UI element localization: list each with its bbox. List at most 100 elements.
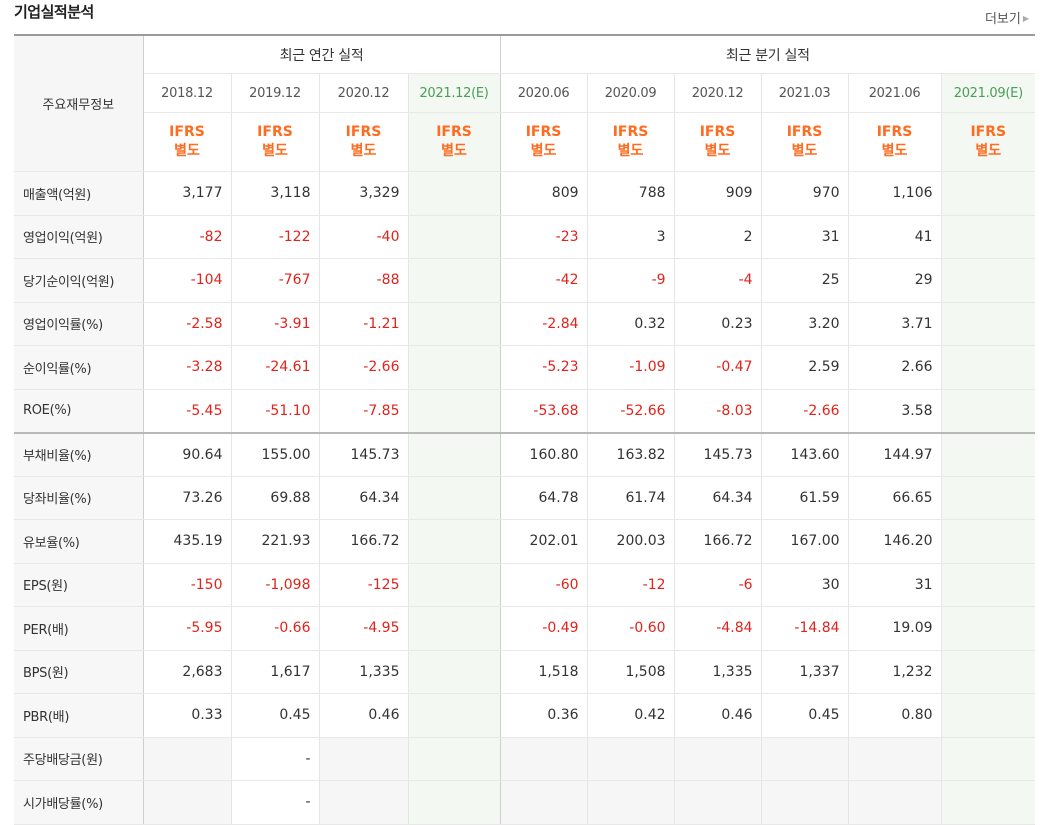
table-cell: 0.45	[761, 693, 849, 738]
table-cell	[319, 737, 409, 781]
table-cell: -0.66	[231, 606, 320, 651]
ifrs-line1: IFRS	[169, 124, 205, 140]
table-cell	[941, 780, 1036, 825]
section-title: 기업실적분석	[14, 3, 94, 21]
table-cell	[408, 606, 501, 651]
period-header: 2021.06	[848, 73, 942, 113]
table-row: EPS(원) -150 -1,098 -125 -60 -12 -6 30 31	[14, 563, 1036, 607]
table-cell: 0.23	[674, 302, 762, 346]
ifrs-badge: IFRS 별도	[500, 112, 588, 172]
annual-group-header: 최근 연간 실적	[143, 34, 501, 74]
table-cell: -12	[587, 563, 675, 607]
table-cell: -23	[500, 215, 588, 259]
table-row: 영업이익(억원) -82 -122 -40 -23 3 2 31 41	[14, 215, 1036, 259]
table-cell: 160.80	[500, 432, 588, 477]
ifrs-line2: 별도	[350, 143, 377, 159]
table-cell: 200.03	[587, 519, 675, 564]
table-cell	[941, 258, 1036, 303]
table-cell	[408, 389, 501, 434]
table-cell: 31	[761, 215, 849, 259]
table-cell: 3	[587, 215, 675, 259]
table-cell: 19.09	[848, 606, 942, 651]
ifrs-line2: 별도	[617, 143, 644, 159]
table-cell	[941, 171, 1036, 216]
ifrs-line1: IFRS	[257, 124, 293, 140]
table-cell	[941, 345, 1036, 390]
table-cell	[319, 780, 409, 825]
table-cell: 155.00	[231, 432, 320, 477]
period-header: 2020.12	[319, 73, 409, 113]
table-cell	[941, 476, 1036, 520]
table-body: 매출액(억원) 3,177 3,118 3,329 809 788 909 970 1,106 영…	[14, 171, 1036, 825]
table-cell: -150	[143, 563, 232, 607]
table-cell	[941, 302, 1036, 346]
table-cell: 145.73	[319, 432, 409, 477]
table-cell	[408, 780, 501, 825]
table-cell	[941, 432, 1036, 477]
period-header: 2019.12	[231, 73, 320, 113]
table-cell	[848, 780, 942, 825]
table-cell	[408, 171, 501, 216]
ifrs-line2: 별도	[791, 143, 818, 159]
table-cell: 202.01	[500, 519, 588, 564]
table-cell: -3.28	[143, 345, 232, 390]
more-link[interactable]: 더보기 ▶	[985, 8, 1029, 27]
ifrs-line2: 별도	[704, 143, 731, 159]
table-cell: -42	[500, 258, 588, 303]
table-cell	[500, 737, 588, 781]
table-cell	[408, 519, 501, 564]
table-cell: -60	[500, 563, 588, 607]
table-cell	[941, 215, 1036, 259]
table-cell: 2,683	[143, 650, 232, 694]
table-cell	[408, 693, 501, 738]
ifrs-line1: IFRS	[786, 124, 823, 140]
table-cell: 41	[848, 215, 942, 259]
table-cell	[941, 606, 1036, 651]
table-row: 영업이익률(%) -2.58 -3.91 -1.21 -2.84 0.32 0.23 3.20…	[14, 302, 1036, 346]
ifrs-line1: IFRS	[876, 124, 913, 140]
ifrs-badge: IFRS 별도	[231, 112, 320, 172]
ifrs-line1: IFRS	[612, 124, 649, 140]
table-cell: 2.66	[848, 345, 942, 390]
row-label: 순이익률(%)	[14, 345, 144, 390]
ifrs-line1: IFRS	[525, 124, 562, 140]
row-label: PBR(배)	[14, 693, 144, 738]
table-cell: 0.46	[319, 693, 409, 738]
table-cell: -24.61	[231, 345, 320, 390]
ifrs-badge: IFRS 별도	[319, 112, 409, 172]
table-cell	[674, 780, 762, 825]
table-cell: -53.68	[500, 389, 588, 434]
table-cell: -5.95	[143, 606, 232, 651]
table-cell: 1,106	[848, 171, 942, 216]
table-cell: -104	[143, 258, 232, 303]
table-cell: -1.21	[319, 302, 409, 346]
row-label: EPS(원)	[14, 563, 144, 607]
table-row: 당좌비율(%) 73.26 69.88 64.34 64.78 61.74 64.34 61.…	[14, 476, 1036, 520]
table-row: 순이익률(%) -3.28 -24.61 -2.66 -5.23 -1.09 -0.47 2.…	[14, 345, 1036, 390]
table-cell: 166.72	[674, 519, 762, 564]
table-cell: 3.71	[848, 302, 942, 346]
table-cell: 0.42	[587, 693, 675, 738]
row-label: 주당배당금(원)	[14, 737, 144, 781]
row-label: 당좌비율(%)	[14, 476, 144, 520]
period-header: 2020.06	[500, 73, 588, 113]
period-header: 2020.12	[674, 73, 762, 113]
row-label: 당기순이익(억원)	[14, 258, 144, 303]
table-cell: -	[231, 780, 320, 825]
row-label: PER(배)	[14, 606, 144, 651]
table-cell: 435.19	[143, 519, 232, 564]
table-cell: 2	[674, 215, 762, 259]
table-cell: 3,177	[143, 171, 232, 216]
ifrs-badge: IFRS 별도	[143, 112, 232, 172]
table-cell: -122	[231, 215, 320, 259]
table-cell: 143.60	[761, 432, 849, 477]
ifrs-line1: IFRS	[699, 124, 736, 140]
table-cell: 3.20	[761, 302, 849, 346]
row-label: 부채비율(%)	[14, 432, 144, 477]
row-label: 시가배당률(%)	[14, 780, 144, 825]
table-cell	[941, 693, 1036, 738]
ifrs-line1: IFRS	[436, 124, 472, 140]
table-cell: -40	[319, 215, 409, 259]
table-cell	[941, 650, 1036, 694]
ifrs-badge: IFRS 별도	[674, 112, 762, 172]
